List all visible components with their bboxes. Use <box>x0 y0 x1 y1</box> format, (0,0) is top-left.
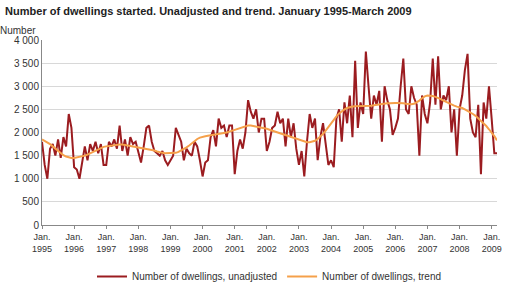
svg-text:Number: Number <box>0 25 36 36</box>
svg-text:Number of dwellings started. U: Number of dwellings started. Unadjusted … <box>5 5 412 17</box>
svg-text:Jan.2006: Jan.2006 <box>385 232 405 254</box>
svg-text:Jan.1999: Jan.1999 <box>160 232 180 254</box>
svg-text:2 500: 2 500 <box>14 104 39 115</box>
svg-text:Number of dwellings, unadjuste: Number of dwellings, unadjusted <box>132 271 277 282</box>
svg-text:Jan.2002: Jan.2002 <box>257 232 277 254</box>
svg-text:1 000: 1 000 <box>14 173 39 184</box>
svg-text:500: 500 <box>22 196 39 207</box>
svg-text:1 500: 1 500 <box>14 150 39 161</box>
svg-text:4 000: 4 000 <box>14 35 39 46</box>
svg-text:Jan.2004: Jan.2004 <box>321 232 341 254</box>
svg-text:3 500: 3 500 <box>14 58 39 69</box>
svg-text:Jan.1998: Jan.1998 <box>128 232 148 254</box>
svg-text:2 000: 2 000 <box>14 127 39 138</box>
svg-text:0: 0 <box>33 220 39 231</box>
svg-text:Jan.1996: Jan.1996 <box>64 232 84 254</box>
svg-text:Jan.2001: Jan.2001 <box>225 232 245 254</box>
svg-text:Jan.2000: Jan.2000 <box>193 232 213 254</box>
svg-text:Jan.2009: Jan.2009 <box>482 232 502 254</box>
svg-text:Jan.1997: Jan.1997 <box>96 232 116 254</box>
svg-text:Jan.2007: Jan.2007 <box>417 232 437 254</box>
svg-text:Jan.1995: Jan.1995 <box>32 232 52 254</box>
svg-text:Jan.2003: Jan.2003 <box>289 232 309 254</box>
svg-text:Jan.2008: Jan.2008 <box>450 232 470 254</box>
svg-text:Number of dwellings, trend: Number of dwellings, trend <box>322 271 441 282</box>
svg-text:3 000: 3 000 <box>14 81 39 92</box>
svg-text:Jan.2005: Jan.2005 <box>353 232 373 254</box>
